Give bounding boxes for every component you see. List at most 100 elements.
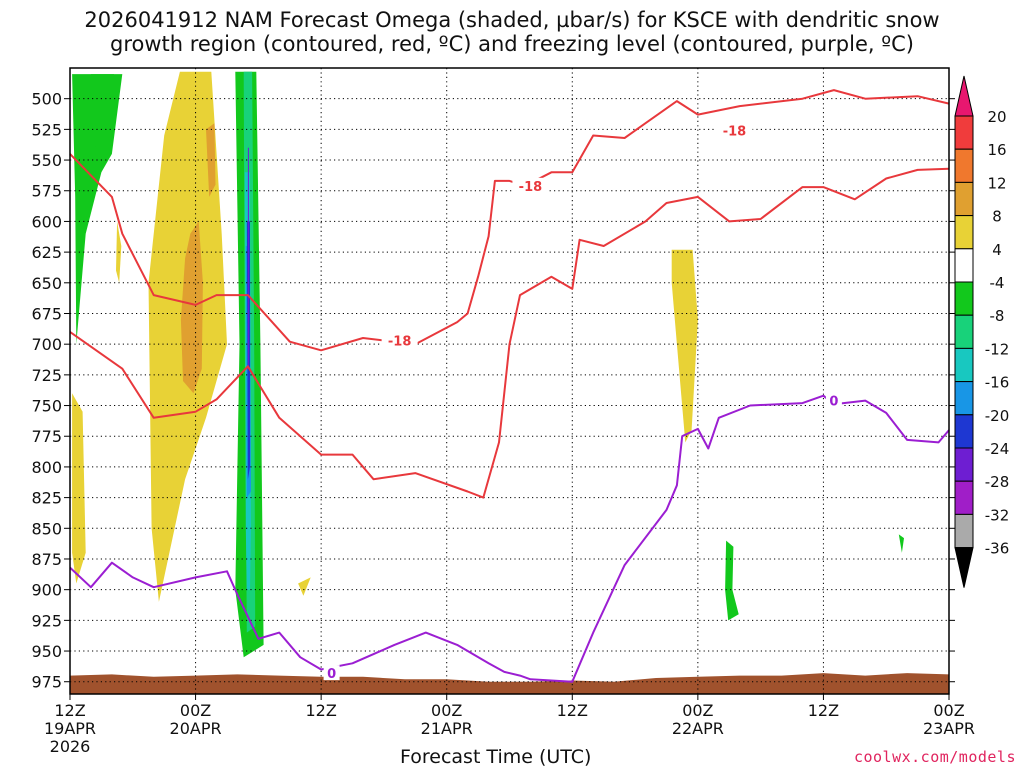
y-tick-label-750: 750 (31, 397, 62, 416)
freezing-level-contour (69, 394, 950, 683)
y-tick-label-650: 650 (31, 274, 62, 293)
colorbar-label--20: -20 (985, 407, 1010, 425)
colorbar-segment-7 (954, 314, 974, 349)
colorbar-segment-9 (954, 381, 974, 416)
chart-title-line2: growth region (contoured, red, ºC) and f… (110, 32, 914, 56)
contour-label-bg-0 (381, 332, 418, 348)
omega-region--8-16 (898, 534, 904, 553)
y-tick-label-550: 550 (31, 151, 62, 170)
contour-label-bg-3 (323, 665, 340, 681)
x-tick-label-60: 00Z (682, 701, 713, 720)
x-tick-label-12: 00Z (180, 701, 211, 720)
contour-label-bg-4 (825, 392, 842, 408)
y-tick-label-500: 500 (31, 90, 62, 109)
y-tick-label-575: 575 (31, 182, 62, 201)
colorbar-segment-12 (954, 480, 974, 515)
contour-label-bg-2 (716, 122, 753, 138)
terrain-band (70, 673, 949, 694)
colorbar-arrow-bottom (954, 547, 974, 588)
colorbar-label-4: 4 (992, 241, 1002, 259)
credit-text: coolwx.com/models (853, 748, 1016, 766)
x-tick-label-36: 00Z (431, 701, 462, 720)
colorbar-label--32: -32 (985, 506, 1010, 524)
x-tick-date-60: 22APR (672, 719, 724, 738)
y-axis: 500 525 550 575 600 625 650 675 700 725 750 775 800 8… (31, 90, 955, 692)
terrain-layer (70, 673, 949, 694)
omega-region--8-0 (72, 74, 123, 345)
x-tick-label-72: 12Z (808, 701, 839, 720)
colorbar-segment-6 (954, 281, 974, 316)
dgz-upper-contour (69, 89, 950, 352)
colorbar-label--8: -8 (990, 307, 1005, 325)
y-tick-label-925: 925 (31, 611, 62, 630)
omega-region-4-3 (72, 393, 86, 584)
colorbar-label--36: -36 (985, 540, 1010, 558)
colorbar-label-12: 12 (987, 174, 1006, 192)
contour-labels: -18 -18 -18 0 0 (323, 122, 842, 682)
contour-label-2: -18 (723, 125, 747, 140)
contour-label-3: 0 (327, 667, 336, 682)
gridlines (70, 68, 949, 694)
y-tick-label-850: 850 (31, 519, 62, 538)
y-tick-label-725: 725 (31, 366, 62, 385)
omega-region-8-7 (180, 221, 203, 394)
dgz-lower-contour (69, 167, 950, 499)
x-tick-label-84: 00Z (933, 701, 964, 720)
colorbar-label--28: -28 (985, 473, 1010, 491)
colorbar-label--4: -4 (990, 274, 1005, 292)
colorbar-label-20: 20 (987, 108, 1006, 126)
y-tick-label-825: 825 (31, 489, 62, 508)
y-tick-label-525: 525 (31, 120, 62, 139)
x-tick-label-48: 12Z (557, 701, 588, 720)
y-tick-label-600: 600 (31, 212, 62, 231)
colorbar-segment-8 (954, 347, 974, 383)
y-tick-label-950: 950 (31, 642, 62, 661)
omega-region--28-14 (247, 147, 249, 369)
plot-frame (69, 67, 950, 695)
x-tick-label-0: 12Z (54, 701, 85, 720)
omega-shading (72, 71, 904, 658)
colorbar-label-16: 16 (987, 141, 1006, 159)
y-tick-label-775: 775 (31, 427, 62, 446)
contour-label-1: -18 (519, 180, 543, 195)
y-tick-label-700: 700 (31, 335, 62, 354)
x-tick-year-0: 2026 (50, 737, 91, 756)
omega-region-4-5 (298, 577, 311, 596)
omega-region--8-15 (725, 540, 739, 621)
colorbar-segment-13 (954, 513, 974, 549)
contour-label-0: -18 (388, 334, 412, 349)
colorbar-segment-10 (954, 414, 974, 449)
colorbar-label-8: 8 (992, 208, 1002, 226)
chart-title-line1: 2026041912 NAM Forecast Omega (shaded, µ… (84, 8, 940, 32)
colorbar: 20 16 12 8 4 -4 -8 -12 -16 -20 -24 -28 -32 -36 (954, 75, 1010, 588)
colorbar-arrow-top (954, 75, 974, 117)
y-tick-label-675: 675 (31, 304, 62, 323)
y-tick-label-900: 900 (31, 581, 62, 600)
x-tick-date-0: 19APR (44, 719, 96, 738)
y-tick-label-800: 800 (31, 458, 62, 477)
colorbar-segment-1 (954, 115, 974, 150)
omega-region-8-8 (206, 123, 216, 197)
x-tick-date-36: 21APR (421, 719, 473, 738)
colorbar-segment-2 (954, 148, 974, 183)
colorbar-segment-4 (954, 215, 974, 250)
contour-label-bg-1 (512, 177, 549, 193)
x-tick-date-84: 23APR (923, 719, 975, 738)
contour-label-4: 0 (829, 395, 838, 410)
contours (69, 89, 950, 683)
x-tick-label-24: 12Z (305, 701, 336, 720)
colorbar-label--24: -24 (985, 440, 1010, 458)
omega-region-4-6 (671, 249, 698, 443)
x-tick-date-12: 20APR (170, 719, 222, 738)
colorbar-segment-5 (954, 248, 974, 283)
colorbar-label--12: -12 (985, 340, 1010, 358)
colorbar-segment-3 (954, 181, 974, 217)
colorbar-label--16: -16 (985, 374, 1010, 392)
y-tick-label-625: 625 (31, 243, 62, 262)
x-axis-label: Forecast Time (UTC) (400, 746, 592, 768)
y-tick-label-975: 975 (31, 673, 62, 692)
colorbar-segment-11 (954, 447, 974, 482)
y-tick-label-875: 875 (31, 550, 62, 569)
